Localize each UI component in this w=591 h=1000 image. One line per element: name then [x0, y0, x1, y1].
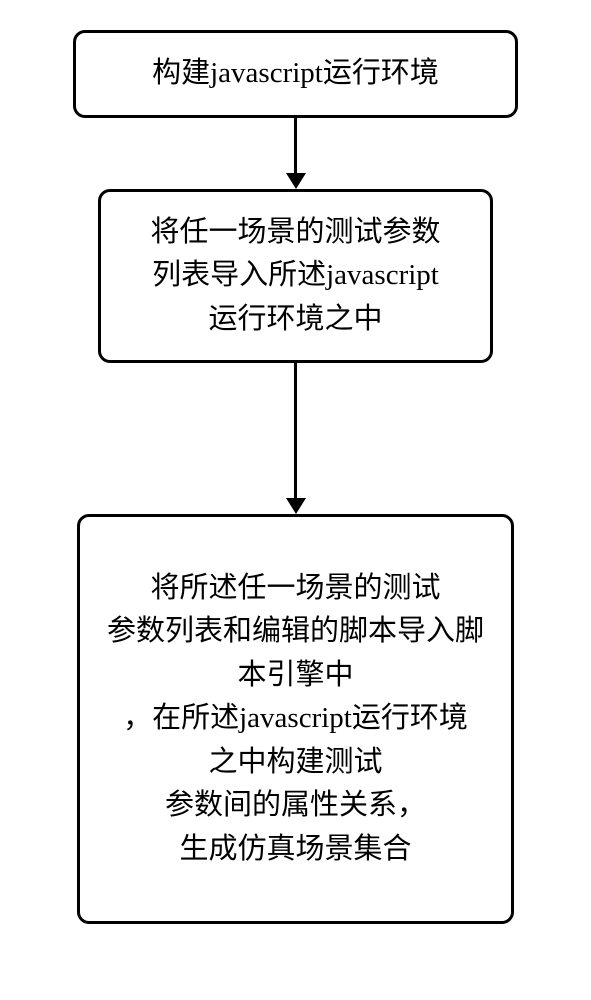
- flowchart-node-3: 将所述任一场景的测试 参数列表和编辑的脚本导入脚 本引擎中 ，在所述javasc…: [77, 514, 514, 924]
- node-3-text: 将所述任一场景的测试 参数列表和编辑的脚本导入脚 本引擎中 ，在所述javasc…: [107, 567, 484, 872]
- arrow-line: [294, 118, 297, 173]
- node-1-text: 构建javascript运行环境: [152, 52, 439, 96]
- arrow-line: [294, 363, 297, 498]
- arrow-head-icon: [286, 498, 306, 514]
- flowchart-node-1: 构建javascript运行环境: [73, 30, 518, 118]
- arrow-head-icon: [286, 173, 306, 189]
- flowchart-arrow-1: [286, 118, 306, 189]
- node-2-text: 将任一场景的测试参数 列表导入所述javascript 运行环境之中: [150, 211, 440, 342]
- flowchart-node-2: 将任一场景的测试参数 列表导入所述javascript 运行环境之中: [98, 189, 493, 363]
- flowchart-arrow-2: [286, 363, 306, 514]
- flowchart-container: 构建javascript运行环境 将任一场景的测试参数 列表导入所述javasc…: [0, 30, 591, 924]
